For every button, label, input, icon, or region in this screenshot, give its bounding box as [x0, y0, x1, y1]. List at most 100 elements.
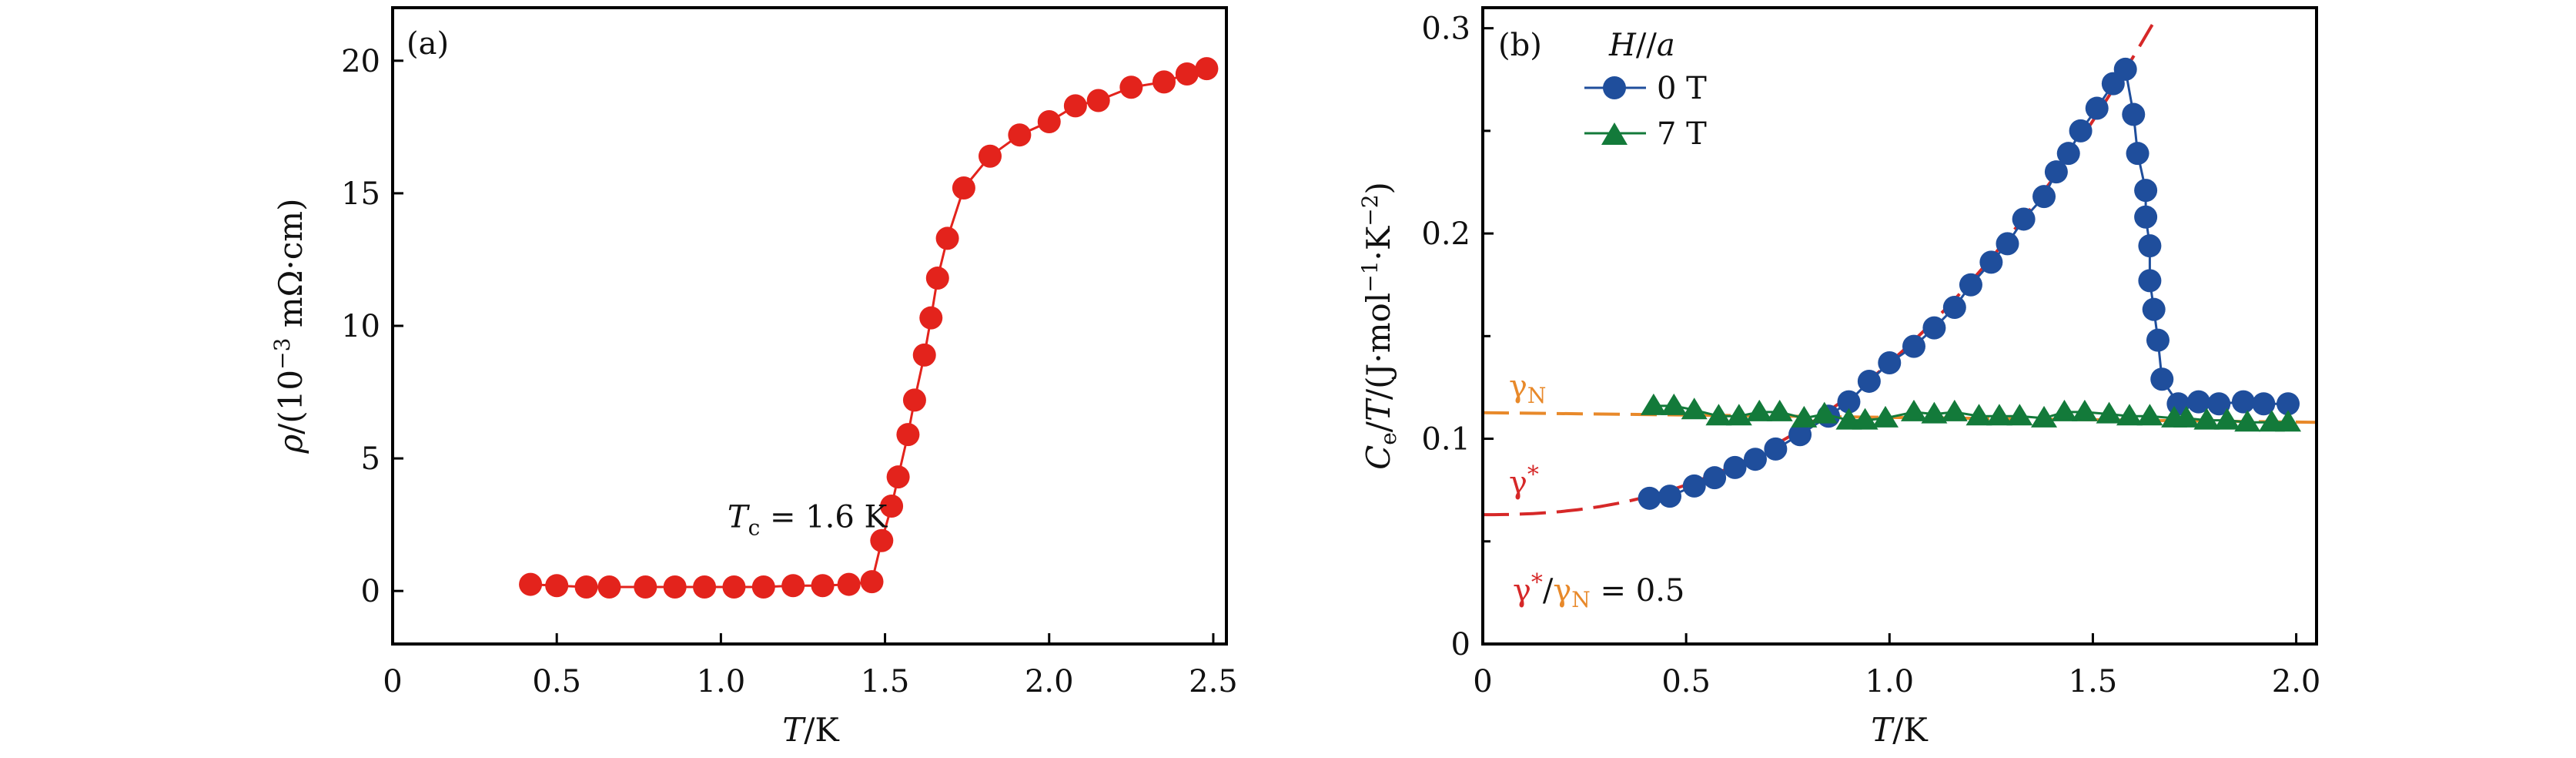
ratio-num-sup: * — [1531, 569, 1543, 596]
data-point--t- — [545, 574, 569, 598]
panel-a-xlabel-var: T — [782, 711, 806, 749]
data-point-0-t — [2252, 392, 2276, 416]
panel-a-y-axis-label: ρ/(10−3 mΩ·cm) — [269, 198, 309, 454]
data-point--t- — [902, 388, 926, 412]
data-point--t- — [1086, 89, 1110, 112]
data-point--t- — [837, 572, 861, 596]
data-point-0-t — [2138, 269, 2162, 293]
data-point--t- — [1119, 75, 1143, 99]
data-point-0-t — [2085, 96, 2109, 120]
gamma-ratio-annotation: γ*/γN = 0.5 — [1513, 569, 1684, 612]
panel-b-xlabel-unit: /K — [1892, 711, 1929, 749]
data-point--t- — [1037, 109, 1061, 133]
x-tick-label: 0 — [1473, 664, 1492, 699]
data-point-0-t — [1902, 334, 1925, 358]
gamma-star-label: γ* — [1509, 461, 1539, 501]
data-point--t- — [597, 575, 621, 599]
data-point-0-t — [1837, 390, 1861, 414]
tc-annotation-sub: c — [748, 515, 761, 541]
panel-a-x-axis-label: T/K — [782, 711, 840, 749]
data-point--t- — [1063, 94, 1087, 118]
data-point--t- — [1175, 62, 1199, 86]
gamma-star-sup: * — [1527, 461, 1539, 488]
gamma-n-sub: N — [1527, 383, 1547, 408]
data-point--t- — [952, 176, 975, 200]
data-point--t- — [751, 575, 775, 599]
data-point-0-t — [2012, 207, 2036, 231]
data-point--t- — [781, 574, 805, 598]
data-point-7-t — [1766, 399, 1793, 421]
panel-b-ylabel-mid2: ·K — [1360, 225, 1397, 260]
ratio-value: = 0.5 — [1591, 573, 1685, 609]
y-tick-label: 0 — [361, 574, 380, 609]
panel-b-ylabel-post: ) — [1360, 182, 1397, 194]
x-tick-label: 0.5 — [532, 664, 581, 699]
data-point-7-t — [2096, 401, 2123, 424]
data-point-0-t — [2126, 142, 2149, 166]
y-tick-label: 0.2 — [1421, 216, 1470, 252]
data-point-0-t — [2231, 390, 2255, 414]
data-point--t- — [1008, 123, 1032, 147]
data-point-0-t — [1743, 448, 1767, 471]
y-tick-label: 15 — [341, 176, 380, 212]
data-point-0-t — [2186, 390, 2210, 414]
panel-b-xlabel-var: T — [1871, 711, 1895, 749]
gamma-n-fit-line — [1482, 411, 2317, 424]
panel-a-label: (a) — [406, 26, 449, 62]
data-point-0-t — [2146, 328, 2170, 352]
panel-b-label: (b) — [1498, 28, 1542, 63]
ratio-slash: / — [1543, 573, 1554, 609]
panel-b-ticks: 0 0.5 1.0 1.5 2.0 0 0.1 0.2 0.3 — [1421, 12, 2320, 699]
data-point-7-t — [2031, 405, 2058, 428]
x-tick-label: 2.0 — [1025, 664, 1074, 699]
legend-title-var: H — [1608, 28, 1637, 63]
gamma-star-fit-curve — [1483, 24, 2154, 517]
data-point-0-t — [1682, 474, 1706, 498]
data-point-0-t — [1638, 486, 1661, 510]
legend-label-0t: 0 T — [1657, 71, 1707, 106]
tc-annotation-var: T — [728, 500, 751, 535]
data-point-0-t — [1857, 369, 1881, 393]
data-point--t- — [979, 144, 1002, 168]
data-point-0-t — [1996, 232, 2019, 256]
data-point--t- — [912, 343, 936, 367]
data-point-7-t — [1941, 399, 1968, 421]
data-point-0-t — [2056, 142, 2080, 166]
data-point--t- — [634, 575, 657, 599]
data-point-7-t — [1872, 405, 1899, 428]
data-point--t- — [574, 575, 598, 599]
panel-a-xlabel-unit: /K — [804, 711, 840, 749]
y-tick-label: 10 — [341, 309, 380, 344]
data-point--t- — [1195, 57, 1219, 81]
data-point-7-t — [2193, 408, 2220, 430]
data-point-0-t — [2150, 367, 2174, 391]
legend-marker-triangle — [1601, 122, 1628, 145]
data-point-7-t — [2213, 408, 2240, 430]
data-point-7-t — [1746, 399, 1773, 421]
panel-b-ylabel-var2: T — [1360, 397, 1397, 421]
panel-a-ticks: 0 0.5 1.0 1.5 2.0 2.5 0 5 10 15 20 — [341, 44, 1238, 699]
y-tick-label: 20 — [341, 44, 380, 79]
gamma-star-sym: γ — [1509, 465, 1527, 501]
ratio-num: γ — [1513, 573, 1531, 609]
panel-a-plot-area — [519, 57, 1219, 599]
data-point--t- — [811, 574, 835, 598]
data-point-0-t — [1878, 350, 1902, 374]
data-point-0-t — [1979, 250, 2003, 274]
data-point--t- — [880, 495, 904, 518]
data-point-7-t — [2116, 404, 2143, 426]
data-point-0-t — [2032, 185, 2056, 209]
data-point-0-t — [1922, 316, 1946, 340]
gamma-n-label: γN — [1509, 369, 1546, 408]
data-point-0-t — [2044, 160, 2068, 184]
data-point--t- — [886, 465, 910, 489]
panel-b-ylabel-exp1: −1 — [1357, 260, 1383, 292]
panel-b-y-axis-label: Ce/T/(J·mol−1·K−2) — [1357, 182, 1401, 470]
data-point--t- — [925, 267, 949, 290]
data-point-7-t — [1921, 401, 1948, 424]
data-point--t- — [919, 306, 943, 330]
data-point-7-t — [2136, 404, 2163, 426]
data-point-7-t — [1725, 404, 1752, 426]
panel-b-ylabel-pre: /(J·mol — [1360, 293, 1397, 400]
